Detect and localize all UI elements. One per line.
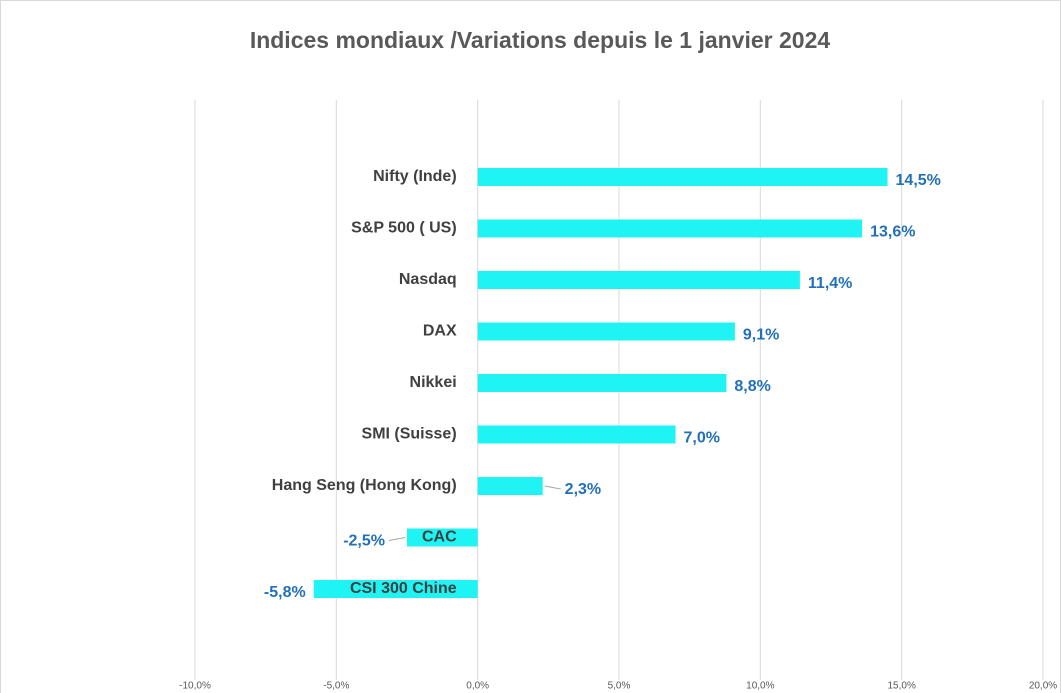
bar — [477, 271, 800, 289]
x-tick-label: -10,0% — [179, 681, 211, 692]
leader-line — [388, 537, 406, 541]
category-label: S&P 500 ( US) — [351, 220, 457, 237]
x-tick-label: 20,0% — [1029, 681, 1057, 692]
value-label: 14,5% — [896, 172, 941, 189]
bar — [477, 425, 676, 444]
bar — [477, 322, 735, 341]
category-label: Nikkei — [410, 374, 457, 391]
value-label: 7,0% — [684, 430, 720, 447]
bar — [407, 528, 478, 547]
bar — [313, 580, 478, 598]
category-label: Hang Seng (Hong Kong) — [272, 477, 457, 494]
x-tick-label: 5,0% — [608, 681, 631, 692]
value-label: 2,3% — [565, 481, 601, 498]
value-label: 9,1% — [743, 327, 779, 344]
category-label: Nasdaq — [399, 271, 457, 288]
category-label: CAC — [422, 529, 457, 546]
value-label: -5,8% — [264, 584, 306, 601]
category-label: SMI (Suisse) — [362, 426, 457, 443]
bar — [477, 477, 543, 495]
x-tick-label: 15,0% — [887, 681, 915, 692]
value-label: -2,5% — [343, 533, 385, 550]
x-tick-label: -5,0% — [323, 681, 349, 692]
x-tick-label: 0,0% — [466, 681, 489, 692]
value-label: 8,8% — [734, 378, 770, 395]
x-tick-label: 10,0% — [746, 681, 774, 692]
bar — [477, 219, 863, 238]
category-label: Nifty (Inde) — [373, 168, 457, 185]
category-label: CSI 300 Chine — [350, 580, 457, 597]
bar — [477, 374, 727, 392]
category-label: DAX — [423, 323, 457, 340]
leader-line — [544, 485, 561, 490]
bar — [477, 168, 888, 186]
value-label: 11,4% — [808, 275, 852, 292]
value-label: 13,6% — [870, 224, 915, 241]
chart-title: Indices mondiaux /Variations depuis le 1… — [250, 27, 831, 53]
